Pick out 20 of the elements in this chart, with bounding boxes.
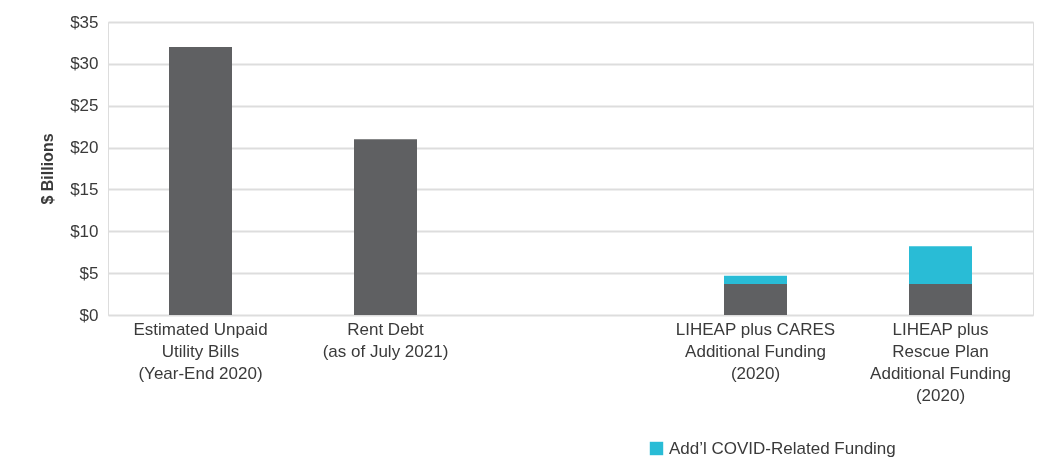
y-tick-label: $10 <box>70 221 99 241</box>
x-tick-label: LIHEAP plus CARES Additional Funding (2020) <box>675 319 836 383</box>
y-tick-label: $30 <box>70 54 99 74</box>
bar <box>169 47 232 315</box>
y-axis-title: $ Billions <box>39 133 57 205</box>
bar <box>909 246 972 285</box>
y-tick-label: $5 <box>79 263 99 283</box>
legend-label: Add’l COVID-Related Funding <box>669 438 896 458</box>
y-tick-label: $35 <box>70 12 99 32</box>
bar <box>354 139 417 315</box>
x-tick-label: Estimated Unpaid Utility Bills (Year-End 2020) <box>133 319 268 383</box>
y-tick-label: $20 <box>70 138 99 158</box>
y-tick-label: $0 <box>79 305 99 325</box>
y-tick-label: $15 <box>70 179 99 199</box>
y-tick-label: $25 <box>70 96 99 116</box>
bar <box>724 284 787 315</box>
x-tick-label: LIHEAP plus Rescue Plan Additional Funding (2020) <box>870 319 1011 405</box>
bar <box>909 284 972 315</box>
x-tick-label: Rent Debt (as of July 2021) <box>322 319 449 361</box>
bar <box>724 275 787 285</box>
